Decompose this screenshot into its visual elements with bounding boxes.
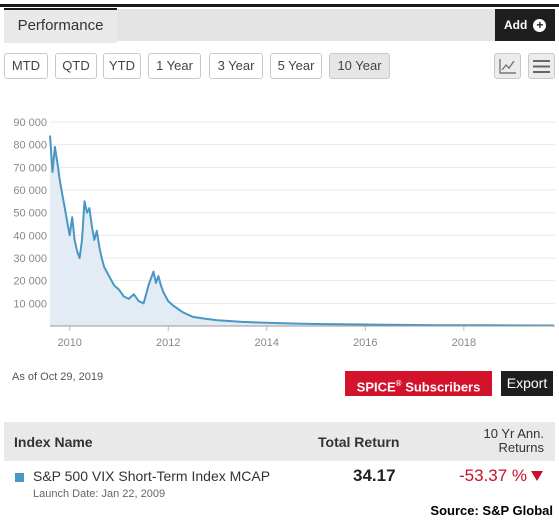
tab-performance[interactable]: Performance bbox=[4, 8, 117, 43]
header-annual-line1: 10 Yr Ann. bbox=[483, 426, 544, 441]
range-qtd-button[interactable]: QTD bbox=[55, 53, 97, 79]
range-3-year-button[interactable]: 3 Year bbox=[209, 53, 263, 79]
range-mtd-button[interactable]: MTD bbox=[4, 53, 48, 79]
y-tick-label: 90 000 bbox=[13, 117, 47, 129]
top-rule bbox=[0, 4, 559, 7]
menu-button[interactable] bbox=[528, 53, 555, 79]
add-button[interactable]: Add + bbox=[495, 9, 555, 41]
header-annual-line2: Returns bbox=[498, 440, 544, 455]
export-button[interactable]: Export bbox=[501, 371, 553, 396]
header-annual-returns: 10 Yr Ann. Returns bbox=[484, 427, 544, 455]
y-tick-label: 60 000 bbox=[13, 185, 47, 197]
series-color-marker bbox=[15, 473, 24, 482]
tab-strip bbox=[117, 9, 495, 41]
y-tick-label: 50 000 bbox=[13, 208, 47, 220]
hamburger-menu-icon bbox=[533, 59, 550, 73]
x-tick-label: 2010 bbox=[57, 337, 81, 349]
as-of-prefix: As of bbox=[12, 371, 38, 383]
y-tick-label: 20 000 bbox=[13, 276, 47, 288]
series-area bbox=[50, 135, 554, 326]
y-tick-label: 40 000 bbox=[13, 230, 47, 242]
down-arrow-icon bbox=[531, 471, 543, 481]
x-tick-label: 2018 bbox=[452, 337, 476, 349]
performance-chart: 90 000 80 000 70 000 60 000 50 000 40 000 30 0… bbox=[13, 117, 555, 349]
table-header: Index Name Total Return 10 Yr Ann. Retur… bbox=[4, 422, 555, 461]
y-tick-label: 30 000 bbox=[13, 253, 47, 265]
spice-label: SPICE bbox=[356, 379, 396, 395]
x-tick-label: 2014 bbox=[255, 337, 279, 349]
x-tick-label: 2012 bbox=[156, 337, 180, 349]
total-return-value: 34.17 bbox=[353, 466, 396, 485]
range-ytd-button[interactable]: YTD bbox=[103, 53, 141, 79]
y-tick-label: 80 000 bbox=[13, 140, 47, 152]
range-1-year-button[interactable]: 1 Year bbox=[148, 53, 201, 79]
y-tick-label: 10 000 bbox=[13, 298, 47, 310]
spice-suffix: Subscribers bbox=[401, 379, 481, 395]
launch-date: Launch Date: Jan 22, 2009 bbox=[33, 488, 166, 500]
line-chart-icon bbox=[499, 58, 516, 74]
add-label: Add bbox=[504, 18, 528, 32]
header-total-return: Total Return bbox=[318, 434, 400, 450]
annual-return-text: -53.37 % bbox=[458, 466, 527, 485]
as-of-value: Oct 29, 2019 bbox=[40, 371, 104, 383]
range-10-year-button[interactable]: 10 Year bbox=[329, 53, 390, 79]
as-of-date: As of Oct 29, 2019 bbox=[12, 371, 103, 383]
index-name[interactable]: S&P 500 VIX Short-Term Index MCAP bbox=[33, 468, 271, 484]
x-tick-label: 2016 bbox=[353, 337, 377, 349]
top-bar: Performance Add + bbox=[0, 0, 559, 43]
chart-type-button[interactable] bbox=[494, 53, 521, 79]
source-credit: Source: S&P Global bbox=[430, 503, 553, 518]
series-line bbox=[49, 135, 554, 327]
range-5-year-button[interactable]: 5 Year bbox=[270, 53, 322, 79]
spice-subscribers-button[interactable]: SPICE® Subscribers bbox=[345, 371, 492, 396]
y-tick-label: 70 000 bbox=[13, 162, 47, 174]
registered-mark: ® bbox=[395, 379, 402, 388]
plus-circle-icon: + bbox=[533, 18, 547, 32]
annual-return-value: -53.37 % bbox=[459, 466, 543, 486]
header-index-name: Index Name bbox=[14, 434, 93, 450]
